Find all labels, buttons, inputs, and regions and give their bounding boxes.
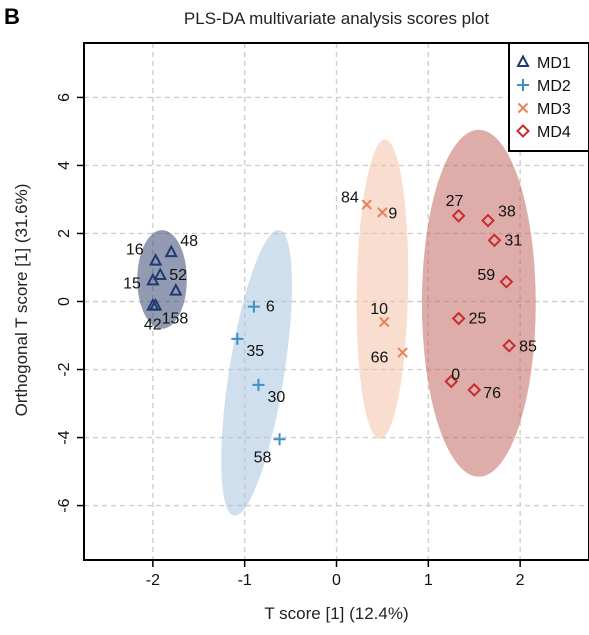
point-label: 15 — [123, 275, 141, 292]
legend-marker-md2 — [517, 79, 529, 91]
x-tick-label: 1 — [424, 572, 433, 589]
point-md2 — [273, 433, 286, 446]
ellipse-md2 — [221, 230, 292, 516]
point-label: 30 — [267, 389, 285, 406]
data-points — [146, 199, 517, 446]
point-label: 35 — [246, 343, 264, 360]
point-md4 — [451, 311, 466, 326]
x-tick-label: -2 — [146, 572, 160, 589]
point-md3 — [361, 199, 373, 210]
point-md3 — [379, 316, 390, 328]
point-label: 31 — [504, 232, 522, 249]
legend-marker-md3 — [517, 102, 529, 114]
point-label: 66 — [371, 350, 389, 367]
y-tick-label: -6 — [56, 498, 73, 512]
point-label: 58 — [254, 449, 272, 466]
ellipse-md4 — [421, 129, 536, 477]
point-md4 — [451, 208, 466, 223]
point-label: 0 — [451, 366, 460, 383]
point-label: 85 — [519, 339, 537, 356]
point-label: 48 — [180, 233, 198, 250]
point-label: 84 — [341, 190, 359, 207]
panel-letter: B — [4, 4, 20, 29]
x-tick-label: -1 — [238, 572, 252, 589]
legend-marker-md4 — [516, 124, 530, 138]
y-tick-label: 0 — [56, 297, 73, 306]
point-label: 10 — [370, 301, 388, 318]
point-md4 — [487, 233, 502, 248]
legend-marker-md1 — [516, 54, 530, 67]
point-md2 — [231, 332, 244, 345]
point-md1 — [153, 267, 167, 280]
point-md4 — [502, 338, 517, 353]
point-md2 — [252, 378, 265, 391]
point-label: 42 — [144, 317, 162, 334]
axes: -2 -1 0 1 2 -6 -4 -2 0 2 4 6 — [56, 42, 589, 589]
point-md1 — [146, 297, 160, 311]
point-md1 — [169, 282, 183, 296]
point-md4 — [444, 374, 459, 389]
chart-title: PLS-DA multivariate analysis scores plot — [183, 9, 490, 28]
point-md3 — [377, 207, 388, 218]
y-tick-label: 6 — [56, 93, 73, 102]
x-axis-label: T score [1] (12.4%) — [264, 604, 409, 623]
y-tick-label: 2 — [56, 229, 73, 238]
point-label: 76 — [483, 385, 501, 402]
y-tick-label: 4 — [56, 161, 73, 170]
ellipse-md3 — [356, 139, 409, 439]
point-label: 9 — [388, 205, 397, 222]
point-label: 38 — [498, 204, 516, 221]
legend-label: MD2 — [537, 78, 571, 95]
point-label: 59 — [477, 267, 495, 284]
confidence-ellipses — [137, 129, 536, 516]
y-tick-label: -2 — [56, 362, 73, 376]
point-md2 — [247, 300, 260, 313]
point-label: 27 — [446, 193, 464, 210]
legend-box — [508, 42, 589, 152]
point-md4 — [467, 383, 482, 397]
point-label: 16 — [126, 242, 144, 259]
point-md1 — [164, 244, 178, 258]
point-label: 158 — [162, 311, 189, 328]
point-md3 — [397, 347, 408, 358]
point-label: 25 — [469, 311, 487, 328]
legend-label: MD1 — [537, 55, 571, 72]
point-md4 — [499, 274, 514, 289]
legend: MD1 MD2 MD3 MD4 — [508, 42, 589, 152]
y-tick-label: -4 — [56, 430, 73, 444]
point-md1 — [148, 253, 163, 266]
legend-label: MD4 — [537, 124, 571, 141]
point-label: 6 — [266, 299, 275, 316]
point-md4 — [481, 213, 495, 228]
point-label: 52 — [169, 267, 187, 284]
x-tick-label: 0 — [332, 572, 341, 589]
x-tick-label: 2 — [516, 572, 525, 589]
legend-label: MD3 — [537, 101, 571, 118]
point-md1 — [146, 272, 160, 286]
